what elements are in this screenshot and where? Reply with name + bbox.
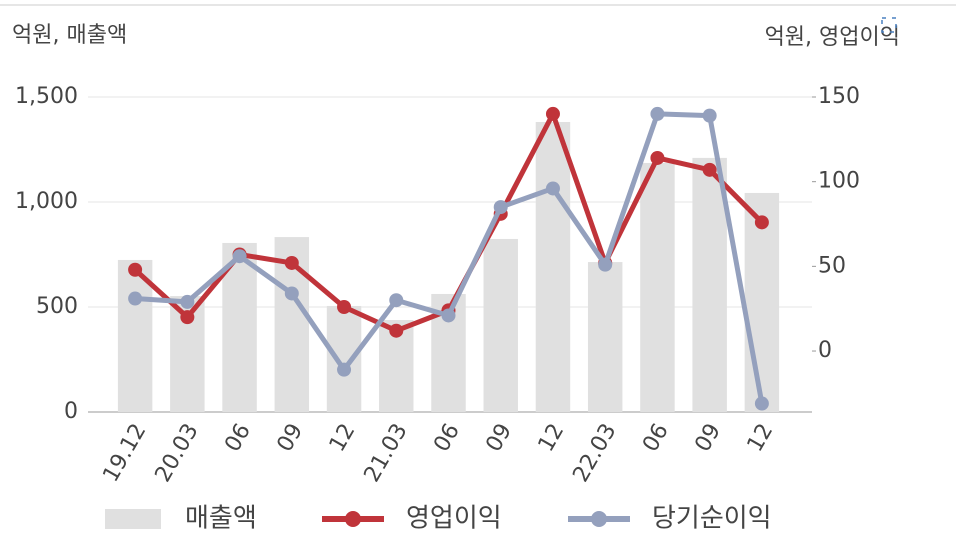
- point: [389, 293, 404, 308]
- x-tick-label: 22.03: [568, 420, 621, 487]
- point: [650, 150, 665, 165]
- legend-item: 매출액: [105, 504, 257, 534]
- point: [180, 310, 195, 325]
- point: [441, 308, 456, 323]
- legend-item: 당기순이익: [568, 504, 772, 534]
- bar: [692, 157, 727, 412]
- x-tick-label: 19.12: [98, 420, 151, 487]
- y2-tick-label: 0: [818, 338, 832, 363]
- x-tick-label: 06: [429, 420, 465, 457]
- point: [128, 291, 143, 306]
- x-tick-label: 06: [638, 420, 674, 457]
- point: [284, 255, 299, 270]
- bar: [744, 192, 780, 412]
- x-tick-label: 12: [325, 420, 361, 457]
- point: [284, 286, 299, 301]
- point: [389, 323, 404, 338]
- bar: [483, 238, 518, 412]
- bar: [587, 262, 623, 412]
- y-tick-label: 1,000: [15, 189, 78, 214]
- expand-icon-frame[interactable]: [881, 17, 897, 33]
- x-tick-label: 09: [690, 420, 726, 457]
- bar: [535, 121, 571, 413]
- legend-item: 영업이익: [322, 504, 502, 534]
- legend-marker: [591, 511, 607, 527]
- y2-tick-label: 50: [818, 253, 846, 278]
- y-tick-label: 500: [36, 294, 78, 319]
- point: [493, 200, 508, 215]
- point: [545, 181, 560, 196]
- y2-axis-label: 억원, 영업이익: [765, 25, 900, 50]
- point: [337, 300, 352, 314]
- y2-tick-label: 100: [818, 169, 860, 194]
- point: [754, 396, 769, 411]
- y-tick-label: 1,500: [15, 84, 78, 109]
- x-tick-label: 09: [273, 420, 309, 457]
- point: [232, 249, 247, 264]
- point: [650, 106, 665, 121]
- point: [702, 108, 717, 123]
- point: [598, 257, 613, 272]
- legend-label: 당기순이익: [652, 504, 772, 534]
- point: [545, 106, 560, 121]
- y-axis-label: 억원, 매출액: [12, 23, 127, 48]
- point: [128, 262, 143, 277]
- legend-label: 매출액: [185, 504, 257, 534]
- legend-label: 영업이익: [406, 504, 502, 534]
- point: [180, 294, 195, 309]
- y2-tick-label: 150: [818, 84, 860, 109]
- point: [337, 362, 352, 377]
- bar: [117, 259, 153, 412]
- x-tick-label: 21.03: [360, 420, 413, 487]
- x-tick-label: 12: [743, 420, 779, 457]
- bar: [326, 305, 362, 412]
- expand-icon[interactable]: [881, 17, 897, 33]
- x-tick-label: 06: [220, 420, 256, 457]
- y-tick-label: 0: [64, 399, 78, 424]
- point: [754, 215, 769, 230]
- bar: [640, 162, 675, 412]
- legend-marker: [345, 511, 361, 527]
- x-tick-label: 09: [481, 420, 517, 457]
- x-tick-label: 12: [534, 420, 570, 457]
- x-tick-label: 20.03: [151, 420, 204, 487]
- point: [702, 162, 717, 177]
- legend-swatch: [105, 509, 161, 529]
